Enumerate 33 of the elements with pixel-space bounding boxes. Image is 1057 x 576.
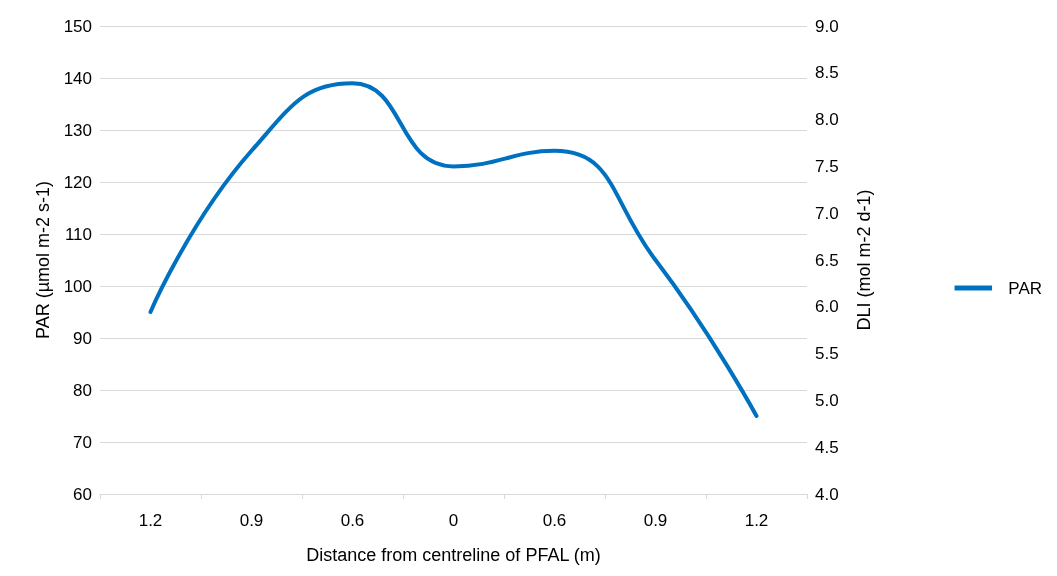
y2-tick-label: 4.5 [815, 437, 839, 457]
x-tick-label: 1.2 [744, 511, 769, 530]
x-tick-label: 0.6 [340, 511, 365, 530]
y2-tick-label: 4.0 [815, 484, 839, 504]
line-series [148, 81, 759, 418]
y2-tick-label: 7.5 [815, 156, 839, 176]
y-tick-label: 130 [63, 120, 92, 140]
y-tick-label: 150 [63, 16, 92, 36]
y2-axis-title: DLI (mol m-2 d-1) [854, 189, 874, 331]
y2-tick-label: 6.0 [815, 297, 839, 317]
y-tick-label: 70 [73, 432, 92, 452]
y2-tick-label: 5.0 [815, 390, 839, 410]
y2-tick-label: 8.5 [815, 63, 839, 83]
legend-label: PAR [1008, 278, 1043, 298]
y-tick-label: 100 [63, 276, 92, 296]
y2-tick-label: 8.0 [815, 110, 839, 130]
y2-tick-label: 9.0 [815, 16, 839, 36]
y-tick-label: 140 [63, 68, 92, 88]
x-axis-title: Distance from centreline of PFAL (m) [306, 545, 601, 565]
y-tick-label: 90 [73, 328, 92, 348]
y2-tick-label: 5.5 [815, 344, 839, 364]
y2-tick-label: 7.0 [815, 203, 839, 223]
x-tick-label: 0.6 [542, 511, 567, 530]
y-tick-label: 60 [73, 484, 92, 504]
x-tick-label: 0 [448, 511, 459, 530]
y-axis-title: PAR (µmol m-2 s-1) [33, 180, 53, 340]
y2-tick-label: 6.5 [815, 250, 839, 270]
x-tick-label: 1.2 [138, 511, 163, 530]
x-tick-label: 0.9 [643, 511, 668, 530]
y-tick-label: 120 [63, 172, 92, 192]
y-tick-label: 80 [73, 380, 92, 400]
y-tick-label: 110 [64, 224, 92, 244]
x-tick-label: 0.9 [239, 511, 264, 530]
